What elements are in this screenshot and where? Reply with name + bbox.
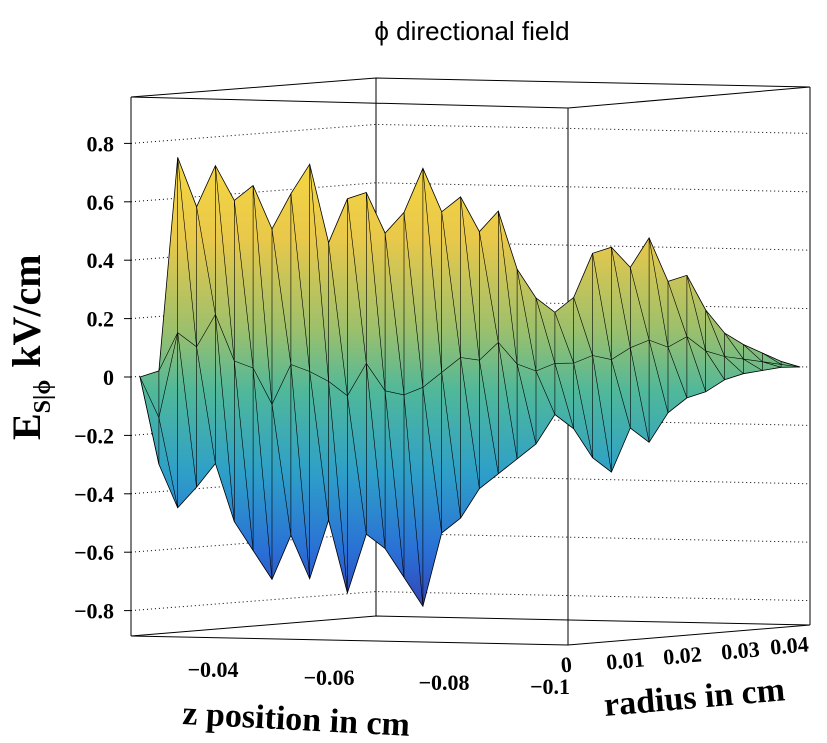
frame-bottom-left: [130, 615, 811, 637]
z-axis-title-main: E: [4, 413, 49, 440]
mesh-zigzag-10: [328, 242, 348, 593]
mesh-zigzag-4: [215, 165, 235, 522]
z-tick-label-0: 0.8: [87, 131, 115, 156]
field-surface: [139, 157, 801, 608]
x-axis-ticks: −0.04 −0.06 −0.08 −0.1: [187, 657, 570, 699]
surface-envelope: [139, 157, 801, 608]
y-axis-title: radius in cm: [602, 671, 786, 724]
frame-top-front-edge: [130, 86, 811, 109]
y-tick-label-2: 0.02: [662, 641, 703, 669]
mesh-zigzag-24: [592, 253, 612, 473]
mesh-zigzag-29: [686, 275, 707, 392]
y-tick-label-4: 0.04: [769, 631, 810, 659]
y-tick-label-0: 0: [560, 652, 573, 678]
mesh-zigzag-16: [441, 211, 461, 519]
z-axis-title-sub: S|ϕ: [30, 380, 56, 414]
mesh-zigzag-33: [761, 352, 782, 368]
mesh-zigzag-28: [667, 281, 688, 399]
mesh-zigzag-14: [403, 212, 424, 607]
mesh-zigzag-34: [780, 361, 801, 368]
mesh-zigzag-7: [271, 228, 292, 536]
y-tick-label-1: 0.01: [605, 646, 646, 674]
mesh-zigzag-8: [290, 193, 311, 579]
z-axis-title-unit: kV/cm: [4, 254, 49, 367]
mesh-zigzag-6: [252, 185, 273, 580]
z-grid-line-0: [130, 123, 811, 144]
z-tick-label-7: −0.6: [74, 540, 114, 565]
mesh-zigzag-0: [139, 376, 160, 465]
frame-back-top-edge: [130, 77, 811, 98]
z-axis-ticks: 0.8 0.6 0.4 0.2 0 −0.2 −0.4 −0.6 −0.8: [74, 131, 131, 624]
mesh-zigzag-27: [648, 237, 669, 413]
mesh-zigzag-32: [743, 344, 763, 371]
mesh-zigzag-11: [347, 198, 367, 535]
z-tick-label-5: −0.2: [74, 423, 114, 448]
mesh-zigzag-23: [573, 297, 593, 458]
mesh-zigzag-17: [460, 196, 480, 489]
mesh-zigzag-12: [365, 192, 386, 549]
mesh-zigzag-9: [309, 164, 329, 521]
z-axis-title: ES|ϕ kV/cm: [4, 254, 56, 440]
z-tick-label-8: −0.8: [74, 599, 114, 624]
svg-text:ES|ϕkV/cm: ES|ϕ kV/cm: [4, 254, 56, 440]
mesh-zigzag-15: [422, 168, 443, 534]
mesh-zigzag-1: [158, 332, 178, 508]
mesh-zigzag-18: [479, 231, 499, 474]
x-tick-label-2: −0.08: [418, 670, 469, 695]
x-axis-title: z position in cm: [182, 695, 411, 743]
mesh-zigzag-2: [177, 157, 197, 488]
z-tick-label-6: −0.4: [74, 482, 114, 507]
mesh-zigzag-19: [497, 210, 518, 459]
mesh-zigzag-5: [234, 200, 254, 551]
z-tick-label-4: 0: [103, 365, 114, 390]
mesh-zigzag-26: [629, 267, 650, 443]
back-frame: [130, 77, 811, 646]
z-tick-label-1: 0.6: [87, 190, 115, 215]
mesh-zigzag-25: [611, 247, 631, 429]
surface-mesh: [139, 157, 801, 607]
mesh-zigzag-22: [554, 312, 575, 429]
mesh-zigzag-31: [724, 332, 744, 374]
frame-bottom-front: [130, 624, 811, 646]
z-grid-line-7: [130, 532, 811, 553]
mesh-zigzag-20: [516, 269, 537, 445]
z-tick-label-3: 0.2: [87, 307, 115, 332]
z-grid-line-8: [130, 591, 811, 612]
mesh-zigzag-13: [384, 233, 405, 578]
chart-title: ϕ directional field: [374, 16, 569, 46]
x-tick-label-0: −0.04: [187, 657, 238, 682]
mesh-zigzag-30: [705, 309, 725, 380]
x-tick-label-3: −0.1: [530, 674, 570, 699]
y-tick-label-3: 0.03: [720, 636, 761, 664]
y-axis-ticks: 0 0.01 0.02 0.03 0.04: [560, 631, 810, 677]
z-tick-label-2: 0.4: [87, 248, 115, 273]
mesh-zigzag-21: [535, 297, 556, 415]
mesh-zigzag-3: [196, 206, 216, 464]
x-tick-label-1: −0.06: [303, 665, 354, 690]
